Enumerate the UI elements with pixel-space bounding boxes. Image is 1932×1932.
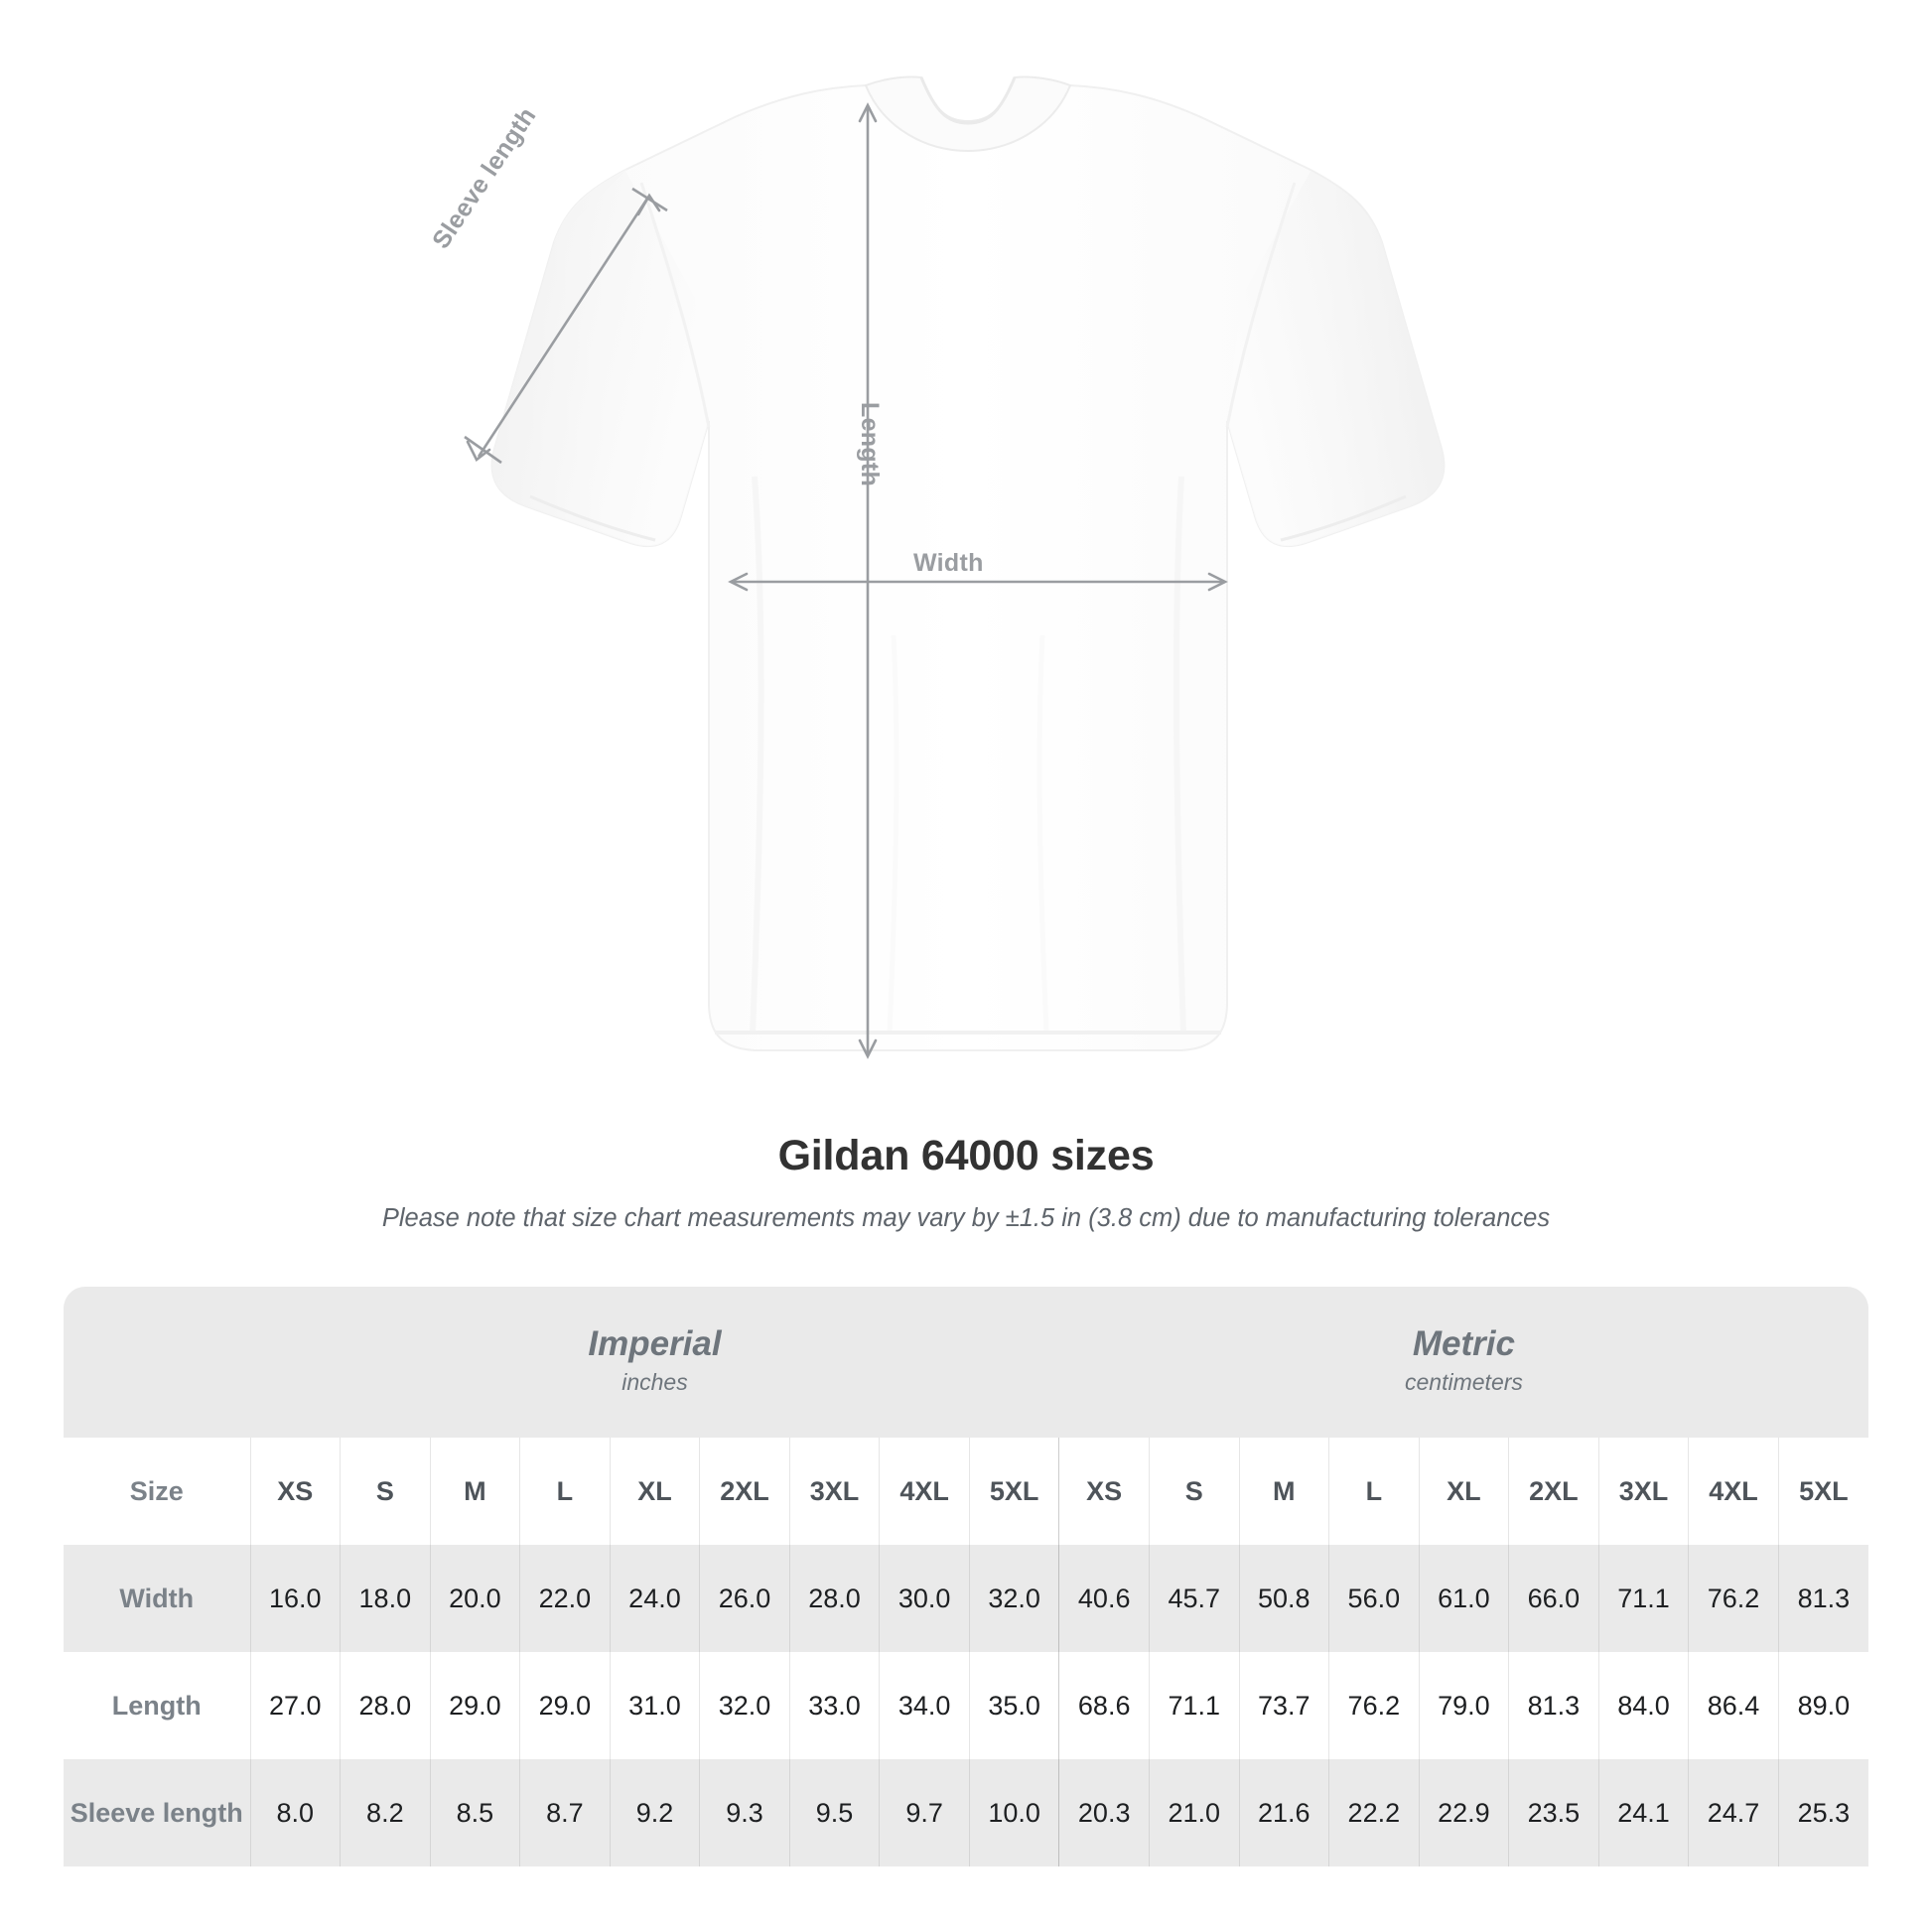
table-cell: 40.6 xyxy=(1058,1545,1150,1652)
table-cell: 33.0 xyxy=(788,1652,880,1759)
size-header-cell: L xyxy=(519,1438,611,1545)
table-cell: 28.0 xyxy=(340,1652,431,1759)
table-cell: 25.3 xyxy=(1777,1759,1868,1866)
table-cell: 73.7 xyxy=(1238,1652,1329,1759)
size-header-cell: S xyxy=(340,1438,431,1545)
size-header-label: Size xyxy=(129,1475,184,1506)
table-cell: 16.0 xyxy=(249,1545,341,1652)
table-row: Sleeve length 8.0 8.2 8.5 8.7 9.2 9.3 9.5 9.7 10… xyxy=(64,1759,1868,1866)
table-cell: 34.0 xyxy=(879,1652,970,1759)
table-cell: 29.0 xyxy=(429,1652,520,1759)
table-cell: 23.5 xyxy=(1508,1759,1599,1866)
table-cell: 86.4 xyxy=(1688,1652,1779,1759)
table-cell: 61.0 xyxy=(1418,1545,1509,1652)
table-cell: 66.0 xyxy=(1508,1545,1599,1652)
unit-group-row: Imperial inches Metric centimeters xyxy=(64,1287,1868,1438)
unit-group-metric: Metric centimeters xyxy=(1059,1287,1868,1438)
table-cell: 20.0 xyxy=(429,1545,520,1652)
table-cell: 20.3 xyxy=(1058,1759,1150,1866)
table-cell: 10.0 xyxy=(968,1759,1059,1866)
table-cell: 8.5 xyxy=(429,1759,520,1866)
table-cell: 8.0 xyxy=(249,1759,341,1866)
table-cell: 71.1 xyxy=(1597,1545,1689,1652)
tshirt-illustration: Sleeve length Length Width xyxy=(427,75,1446,1059)
unit-group-spacer xyxy=(64,1287,250,1438)
table-cell: 9.2 xyxy=(609,1759,700,1866)
table-cell: 27.0 xyxy=(249,1652,341,1759)
table-cell: 24.7 xyxy=(1688,1759,1779,1866)
size-header-cell: 5XL xyxy=(1777,1438,1868,1545)
annotation-width: Width xyxy=(913,549,984,577)
table-cell: 29.0 xyxy=(519,1652,611,1759)
size-header-cell: M xyxy=(429,1438,520,1545)
unit-group-metric-name: Metric xyxy=(1412,1323,1515,1363)
table-cell: 68.6 xyxy=(1058,1652,1150,1759)
size-header-row: Size XS S M L XL 2XL 3XL 4XL 5XL XS S M L XL 2XL 3XL 4XL… xyxy=(64,1438,1868,1545)
table-cell: 8.7 xyxy=(519,1759,611,1866)
table-cell: 8.2 xyxy=(340,1759,431,1866)
table-cell: 18.0 xyxy=(340,1545,431,1652)
size-header-cell: XS xyxy=(249,1438,341,1545)
table-cell: 21.0 xyxy=(1148,1759,1240,1866)
row-label: Sleeve length xyxy=(69,1797,243,1828)
size-header-cell: 4XL xyxy=(1688,1438,1779,1545)
table-cell: 24.1 xyxy=(1597,1759,1689,1866)
size-chart-table-wrapper: Imperial inches Metric centimeters Size … xyxy=(64,1287,1868,1866)
size-chart-table: Imperial inches Metric centimeters Size … xyxy=(64,1287,1868,1866)
table-cell: 45.7 xyxy=(1148,1545,1240,1652)
table-cell: 71.1 xyxy=(1148,1652,1240,1759)
size-header-cell: 4XL xyxy=(879,1438,970,1545)
annotation-length: Length xyxy=(856,402,884,487)
size-header-cell: M xyxy=(1238,1438,1329,1545)
table-cell: 79.0 xyxy=(1418,1652,1509,1759)
table-cell: 84.0 xyxy=(1597,1652,1689,1759)
table-cell: 32.0 xyxy=(968,1545,1059,1652)
table-cell: 31.0 xyxy=(609,1652,700,1759)
row-label: Length xyxy=(111,1690,202,1721)
table-cell: 76.2 xyxy=(1688,1545,1779,1652)
table-cell: 89.0 xyxy=(1777,1652,1868,1759)
size-header-cell: L xyxy=(1328,1438,1420,1545)
table-cell: 21.6 xyxy=(1238,1759,1329,1866)
unit-group-imperial-name: Imperial xyxy=(588,1323,722,1363)
unit-group-imperial-unit: inches xyxy=(621,1369,688,1396)
table-cell: 76.2 xyxy=(1328,1652,1420,1759)
table-cell: 56.0 xyxy=(1328,1545,1420,1652)
size-header-cell: XS xyxy=(1058,1438,1150,1545)
table-cell: 35.0 xyxy=(968,1652,1059,1759)
page-subtitle: Please note that size chart measurements… xyxy=(381,1204,1551,1232)
size-header-cell: 3XL xyxy=(1597,1438,1689,1545)
tshirt-front-mockup xyxy=(464,75,1446,1059)
unit-group-metric-unit: centimeters xyxy=(1405,1369,1523,1396)
table-cell: 28.0 xyxy=(788,1545,880,1652)
table-cell: 26.0 xyxy=(699,1545,790,1652)
table-cell: 81.3 xyxy=(1508,1652,1599,1759)
size-header-cell: 2XL xyxy=(699,1438,790,1545)
table-cell: 81.3 xyxy=(1777,1545,1868,1652)
table-row: Width 16.0 18.0 20.0 22.0 24.0 26.0 28.0 30.0 32… xyxy=(64,1545,1868,1652)
table-cell: 50.8 xyxy=(1238,1545,1329,1652)
size-header-cell: S xyxy=(1148,1438,1240,1545)
table-cell: 9.3 xyxy=(699,1759,790,1866)
size-header-cell: 3XL xyxy=(788,1438,880,1545)
size-header-cell: 2XL xyxy=(1508,1438,1599,1545)
size-header-cell: XL xyxy=(609,1438,700,1545)
page-title: Gildan 64000 sizes xyxy=(777,1132,1155,1179)
size-header-cell: XL xyxy=(1418,1438,1509,1545)
row-label: Width xyxy=(119,1583,195,1613)
table-cell: 9.5 xyxy=(788,1759,880,1866)
table-cell: 32.0 xyxy=(699,1652,790,1759)
table-cell: 22.0 xyxy=(519,1545,611,1652)
unit-group-imperial: Imperial inches xyxy=(250,1287,1059,1438)
table-cell: 9.7 xyxy=(879,1759,970,1866)
table-cell: 22.2 xyxy=(1328,1759,1420,1866)
size-header-cell: 5XL xyxy=(968,1438,1059,1545)
table-cell: 24.0 xyxy=(609,1545,700,1652)
table-row: Length 27.0 28.0 29.0 29.0 31.0 32.0 33.0 34.0 3… xyxy=(64,1652,1868,1759)
table-cell: 22.9 xyxy=(1418,1759,1509,1866)
table-cell: 30.0 xyxy=(879,1545,970,1652)
